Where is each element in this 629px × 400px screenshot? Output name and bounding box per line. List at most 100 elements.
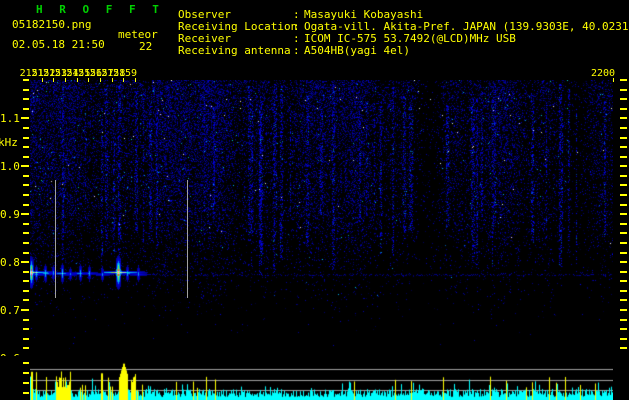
freq-minor-tick	[23, 194, 29, 197]
info-value: ICOM IC-575 53.7492(@LCD)MHz USB	[304, 32, 516, 45]
freq-major-tick	[21, 117, 29, 120]
time-tick-label: 2153	[42, 68, 68, 79]
strip-tick-mark	[23, 362, 29, 364]
freq-tick-label: 1.1	[0, 112, 20, 126]
strip-tick-mark	[23, 392, 29, 394]
info-separator: :	[293, 44, 300, 57]
freq-major-tick	[21, 261, 29, 264]
frequency-unit-label: kHz	[0, 136, 18, 149]
freq-major-tick	[21, 213, 29, 216]
freq-major-tick	[21, 309, 29, 312]
freq-minor-tick	[23, 289, 29, 292]
right-edge-tick	[620, 79, 627, 81]
freq-minor-tick	[23, 241, 29, 244]
time-tick-mark	[76, 78, 78, 82]
time-tick-mark	[134, 78, 136, 82]
freq-minor-tick	[23, 318, 29, 321]
right-edge-tick	[620, 136, 627, 139]
info-key: Observer	[178, 8, 231, 21]
info-row: Receiving Location: Ogata-vill. Akita-Pre…	[178, 21, 629, 33]
right-edge-tick	[620, 194, 627, 197]
right-edge-tick	[620, 213, 627, 216]
right-edge-tick	[620, 222, 627, 225]
right-edge-tick	[620, 98, 627, 101]
info-separator: :	[293, 8, 300, 21]
right-edge-tick	[620, 126, 627, 129]
freq-minor-tick	[23, 232, 29, 235]
meteor-count: 22	[139, 40, 153, 53]
freq-minor-tick	[23, 88, 29, 91]
freq-tick-label: 0.8	[0, 256, 20, 270]
freq-minor-tick	[23, 328, 29, 331]
time-tick-mark	[111, 78, 113, 82]
right-edge-tick	[620, 184, 627, 187]
info-value: Masayuki Kobayashi	[304, 8, 424, 21]
freq-minor-tick	[23, 79, 29, 81]
time-tick-label: 2158	[101, 68, 126, 79]
strip-tick-mark	[23, 372, 29, 374]
freq-minor-tick	[23, 126, 29, 129]
info-row: Receiving antenna: A504HB(yagi 4el)	[178, 45, 629, 57]
right-edge-tick	[620, 232, 627, 235]
datetime-label: 02.05.18 21:50	[12, 38, 105, 51]
time-tick-label: 2200	[591, 68, 616, 79]
right-edge-tick	[620, 203, 627, 206]
freq-minor-tick	[23, 270, 29, 273]
right-edge-tick	[620, 251, 627, 254]
meteor-label: meteor	[118, 28, 158, 41]
right-edge-tick	[620, 299, 627, 302]
info-row: Observer: Masayuki Kobayashi	[178, 9, 629, 21]
freq-minor-tick	[23, 222, 29, 225]
right-edge-tick	[620, 146, 627, 149]
freq-minor-tick	[23, 107, 29, 110]
freq-minor-tick	[23, 337, 29, 340]
freq-minor-tick	[23, 146, 29, 149]
right-edge-tick	[620, 241, 627, 244]
freq-minor-tick	[23, 251, 29, 254]
time-tick-label: 2154	[54, 68, 79, 79]
strip-tick-mark	[23, 382, 29, 384]
time-tick-mark	[99, 78, 101, 82]
right-edge-tick	[620, 347, 627, 350]
time-tick-mark	[64, 78, 66, 82]
right-edge-tick	[620, 88, 627, 91]
right-edge-tick	[620, 155, 627, 158]
freq-minor-tick	[23, 98, 29, 101]
time-tick-mark	[41, 78, 43, 82]
time-tick-label: 2159	[112, 68, 138, 79]
info-key: Receiver	[178, 32, 231, 45]
right-edge-tick	[620, 318, 627, 321]
spectrogram-panel: 2151 2152 2153 2154 2155 2156 2157 2158 2159 2200…	[0, 68, 629, 365]
time-tick-mark	[613, 78, 614, 82]
time-tick-label: 2157	[89, 68, 114, 79]
time-tick-mark	[88, 78, 90, 82]
info-value: Ogata-vill. Akita-Pref. JAPAN (139.9303E…	[304, 20, 629, 33]
info-separator: :	[293, 32, 300, 45]
marker-line-left	[55, 180, 56, 298]
info-key: Receiving antenna	[178, 44, 291, 57]
time-tick-mark	[53, 78, 55, 82]
freq-minor-tick	[23, 203, 29, 206]
freq-tick-label: 0.7	[0, 304, 20, 318]
freq-major-tick	[21, 165, 29, 168]
freq-minor-tick	[23, 136, 29, 139]
station-info-table: Observer: Masayuki Kobayashi Receiving Loc…	[178, 9, 629, 57]
freq-minor-tick	[23, 174, 29, 177]
right-edge-tick	[620, 280, 627, 283]
freq-minor-tick	[23, 299, 29, 302]
freq-minor-tick	[23, 280, 29, 283]
right-edge-tick	[620, 165, 627, 168]
freq-minor-tick	[23, 184, 29, 187]
freq-tick-label: 0.9	[0, 208, 20, 222]
time-tick-label: 2151	[19, 68, 44, 79]
signal-level-strip-panel	[0, 356, 629, 400]
time-tick-mark	[123, 78, 125, 82]
right-edge-tick	[620, 309, 627, 312]
spectrogram-image	[30, 80, 613, 358]
program-title: H R O F F T	[36, 3, 164, 16]
freq-minor-tick	[23, 155, 29, 158]
info-value: A504HB(yagi 4el)	[304, 44, 410, 57]
signal-level-strip	[30, 356, 613, 400]
right-edge-tick	[620, 289, 627, 292]
